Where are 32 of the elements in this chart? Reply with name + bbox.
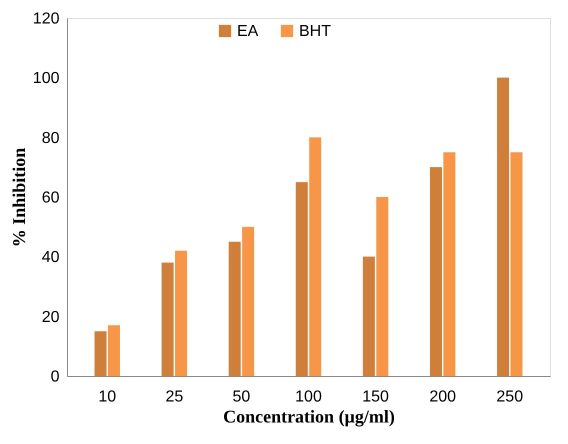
bar <box>228 242 241 376</box>
y-axis-title: % Inhibition <box>8 148 29 248</box>
x-tick-label: 10 <box>98 388 116 406</box>
y-tick-label: 0 <box>50 368 60 386</box>
y-tick-label: 40 <box>42 249 60 266</box>
bar <box>362 256 375 376</box>
y-tick-label: 60 <box>42 190 60 206</box>
bar <box>376 197 388 376</box>
x-tick-label: 25 <box>165 388 184 406</box>
x-axis-title: Concentration (µg/ml) <box>223 406 395 426</box>
y-tick-label: 100 <box>32 70 60 88</box>
bar <box>443 152 456 376</box>
y-tick-label: 20 <box>42 308 60 326</box>
legend-label: BHT <box>299 23 332 40</box>
y-tick-label: 80 <box>42 130 60 147</box>
bar <box>108 325 120 376</box>
bar <box>162 262 174 376</box>
bar <box>242 226 254 376</box>
y-tick-label: 120 <box>32 10 60 28</box>
x-tick-label: 50 <box>232 388 250 406</box>
bar <box>309 137 322 376</box>
bar <box>175 250 188 376</box>
x-tick-label: 150 <box>362 388 390 406</box>
bar <box>430 167 442 376</box>
legend-label: EA <box>237 23 259 40</box>
bar <box>497 78 510 376</box>
bar <box>296 182 308 376</box>
bar <box>94 331 107 376</box>
x-tick-label: 250 <box>496 388 524 406</box>
x-tick-label: 200 <box>429 388 456 406</box>
x-tick-label: 100 <box>295 388 322 406</box>
bar <box>510 152 522 376</box>
